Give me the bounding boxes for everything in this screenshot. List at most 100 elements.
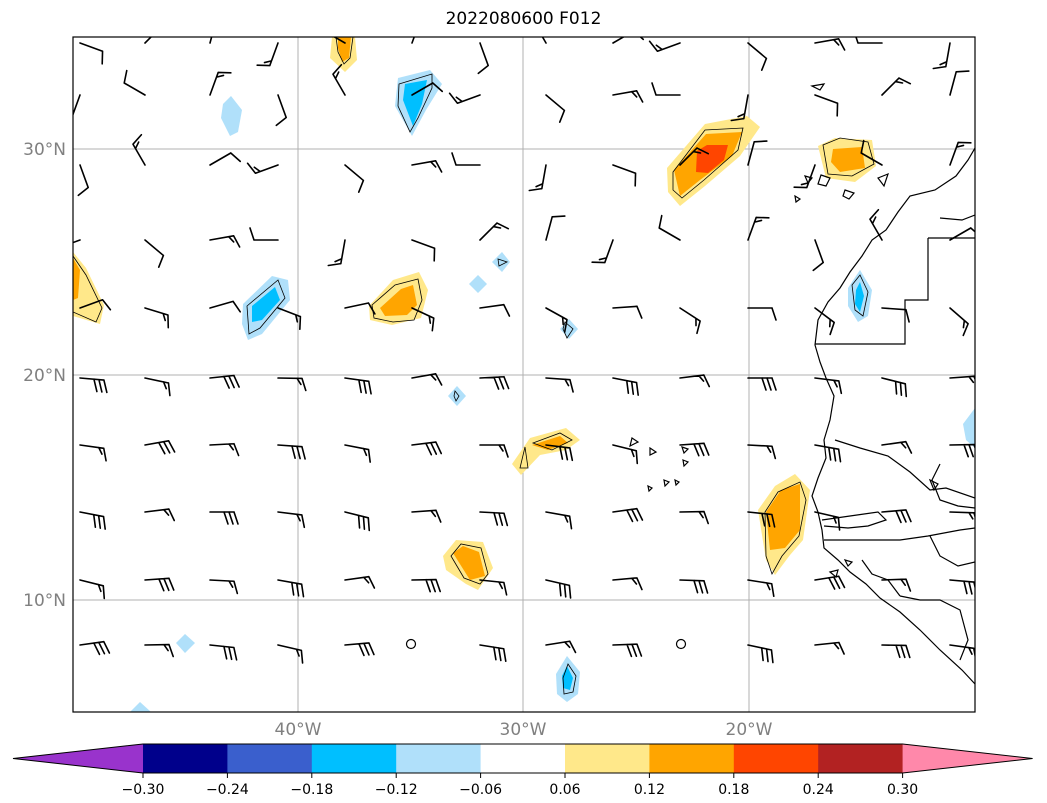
lat-tick-label: 30°N	[23, 140, 66, 160]
wind-barb	[209, 442, 240, 457]
wind-barb	[344, 377, 372, 395]
wind-barb	[747, 579, 775, 598]
wind-barb	[881, 440, 913, 454]
contour-line	[73, 255, 103, 323]
wind-barb	[949, 443, 975, 458]
wind-barb	[411, 578, 442, 593]
wind-barb	[79, 298, 112, 311]
wind-barb	[612, 164, 637, 187]
wind-barb	[411, 509, 442, 523]
contour-line	[519, 446, 529, 469]
lon-tick-label: 30°W	[500, 720, 547, 740]
wind-barb	[209, 37, 230, 44]
contour-line	[450, 543, 489, 585]
island	[810, 83, 826, 91]
island	[647, 484, 654, 493]
wind-barb	[209, 511, 239, 525]
wind-barb	[679, 510, 710, 525]
colorbar-tick-label: 0.18	[718, 782, 749, 798]
contour-negative	[176, 634, 195, 653]
wind-barb	[747, 140, 768, 166]
contour-negative	[403, 80, 427, 126]
wind-barb	[277, 579, 305, 598]
island	[682, 459, 690, 468]
wind-barb	[79, 444, 107, 462]
wind-barb	[814, 575, 846, 590]
wind-barb	[612, 305, 643, 319]
contour-positive	[532, 436, 568, 450]
contour-line	[672, 127, 744, 199]
colorbar-tick-label: −0.12	[375, 782, 418, 798]
wind-barb	[881, 578, 912, 592]
wind-barb	[79, 42, 104, 65]
wind-barb	[448, 92, 481, 105]
wind-barb	[612, 643, 643, 658]
wind-barb	[277, 444, 306, 460]
colorbar-swatch	[480, 744, 566, 773]
contour-negative	[855, 282, 864, 312]
wind-barb	[679, 579, 709, 594]
wind-barb	[479, 222, 510, 241]
island	[663, 479, 671, 488]
wind-barb	[545, 307, 568, 333]
contour-positive	[380, 285, 417, 316]
island	[877, 172, 889, 188]
wind-barb	[679, 374, 711, 388]
wind-barb	[545, 94, 566, 123]
wind-barb	[658, 214, 681, 241]
contour-line	[531, 432, 573, 451]
wind-barb	[144, 508, 176, 522]
colorbar-swatch	[649, 744, 735, 773]
contour-positive	[766, 484, 800, 550]
wind-barb	[747, 511, 776, 528]
wind-barb	[144, 37, 175, 44]
lon-tick-labels: 40°W 30°W 20°W	[275, 720, 773, 740]
wind-barb	[730, 94, 749, 122]
contour-line	[453, 390, 460, 402]
wind-barb	[344, 302, 376, 315]
island	[674, 478, 681, 487]
wind-barb	[451, 152, 481, 166]
wind-barb	[479, 511, 509, 527]
contour-line	[822, 137, 875, 177]
wind-barb	[249, 227, 279, 241]
wind-barb	[612, 444, 639, 465]
wind-barb	[277, 511, 306, 529]
wind-barb	[344, 164, 365, 193]
map-plot-area	[73, 37, 975, 712]
country-border	[929, 535, 975, 567]
wind-barb	[79, 579, 106, 600]
contour-line	[335, 37, 354, 65]
wind-barb	[411, 160, 443, 173]
contour-negative	[252, 287, 280, 322]
wind-barb	[545, 579, 572, 599]
island	[842, 189, 856, 200]
wind-barb	[411, 373, 443, 386]
wind-barb	[747, 644, 774, 664]
contour-negative	[448, 386, 466, 406]
wind-barb	[545, 215, 566, 241]
country-border	[931, 463, 975, 509]
contour-line	[397, 73, 433, 133]
wind-barb	[881, 77, 912, 96]
wind-barb	[747, 307, 777, 321]
wind-barb	[612, 90, 644, 103]
country-border	[821, 511, 888, 529]
wind-barb	[209, 300, 242, 313]
wind-barb	[814, 307, 835, 336]
colorbar-tick-label: −0.30	[122, 782, 165, 798]
contour-negative	[469, 275, 487, 293]
island	[928, 478, 939, 492]
wind-barb	[209, 152, 242, 166]
colorbar-tick-label: 0.12	[634, 782, 665, 798]
wind-barb	[256, 42, 279, 67]
contour-line	[246, 279, 286, 335]
wind-barb	[612, 577, 643, 591]
contour-negative	[130, 702, 151, 712]
country-border	[834, 439, 975, 499]
wind-barb	[679, 147, 710, 166]
calm-circle	[675, 638, 687, 650]
wind-barb	[77, 164, 90, 197]
wind-barb	[209, 235, 241, 248]
